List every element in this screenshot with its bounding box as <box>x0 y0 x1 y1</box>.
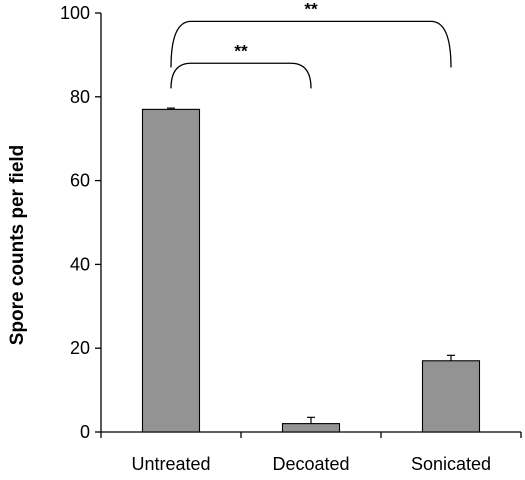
y-tick-label: 0 <box>80 422 90 442</box>
significance-brackets: ** ** <box>170 0 452 89</box>
y-tick-label: 100 <box>60 3 90 23</box>
tick-labels: 0 20 40 60 80 100 Untreated Decoated Sonicated <box>60 3 491 474</box>
bars <box>141 108 481 433</box>
bar-sonicated <box>421 360 481 433</box>
y-axis-label: Spore counts per field <box>7 145 28 346</box>
significance-label: ** <box>304 0 318 18</box>
x-tick-label: Untreated <box>131 454 210 474</box>
x-tick-label: Decoated <box>272 454 349 474</box>
y-tick-label: 20 <box>70 338 90 358</box>
y-tick-label: 80 <box>70 87 90 107</box>
error-bars <box>167 107 455 424</box>
bar-untreated <box>141 108 201 433</box>
significance-bracket <box>170 62 312 89</box>
x-tick-label: Sonicated <box>411 454 491 474</box>
significance-bracket <box>170 20 452 68</box>
y-tick-label: 40 <box>70 254 90 274</box>
significance-label: ** <box>234 41 248 60</box>
bar-decoated <box>281 423 341 433</box>
y-tick-label: 60 <box>70 171 90 191</box>
